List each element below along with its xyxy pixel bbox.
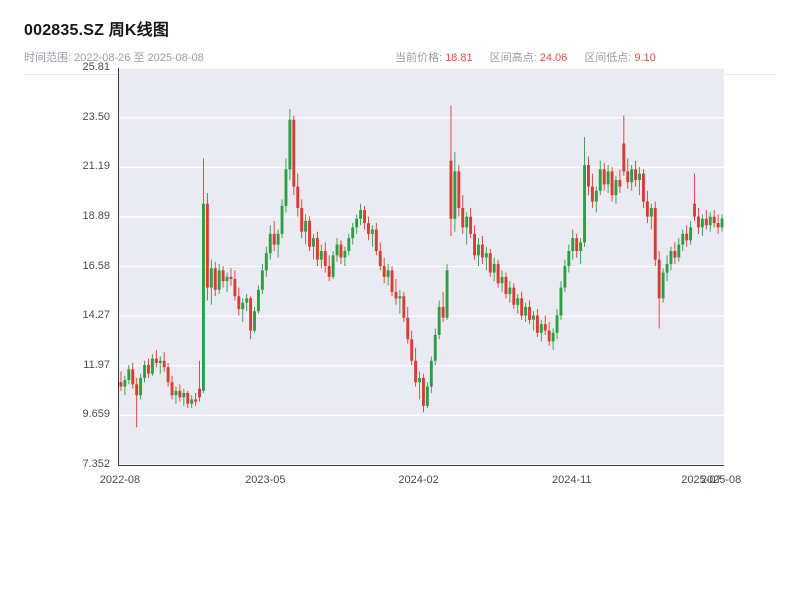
- date-range-value: 2022-08-26 至 2025-08-08: [74, 52, 204, 64]
- y-axis-label: 11.97: [83, 358, 110, 371]
- range-high-label: 区间高点:: [489, 52, 537, 64]
- range-low-value: 9.10: [634, 52, 656, 64]
- y-axis-label: 16.58: [82, 259, 110, 272]
- y-axis-label: 14.27: [82, 309, 110, 322]
- current-price-label: 当前价格:: [395, 52, 443, 64]
- date-range: 时间范围: 2022-08-26 至 2025-08-08: [24, 52, 204, 64]
- y-axis-label: 23.50: [82, 110, 110, 123]
- range-high-value: 24.06: [539, 52, 568, 64]
- x-axis-label: 2025-08: [700, 474, 742, 486]
- kline-plot-svg: [119, 68, 724, 465]
- x-axis-label: 2024-11: [551, 474, 592, 486]
- price-stats: 当前价格: 18.81 区间高点: 24.06 区间低点: 9.10: [395, 49, 670, 65]
- y-axis-label: 7.352: [82, 458, 110, 470]
- page-title: 002835.SZ 周K线图: [24, 22, 170, 39]
- kline-chart: [118, 68, 724, 466]
- header: 002835.SZ 周K线图 时间范围: 2022-08-26 至 2025-0…: [0, 0, 800, 75]
- y-axis-label: 9.659: [82, 408, 110, 421]
- subheader-row: 时间范围: 2022-08-26 至 2025-08-08 当前价格: 18.81…: [24, 49, 776, 75]
- x-axis-label: 2025-07: [681, 474, 722, 486]
- y-axis-label: 18.89: [82, 209, 110, 222]
- date-range-label: 时间范围:: [24, 52, 72, 64]
- x-axis-label: 2024-02: [398, 474, 439, 486]
- x-axis-label: 2022-08: [99, 474, 141, 486]
- y-axis-label: 25.81: [82, 61, 110, 73]
- chart-area: 25.81 23.50 21.19 18.89 16.58 14.27 11.97 9.659…: [0, 54, 800, 554]
- x-axis-label: 2023-05: [245, 474, 286, 486]
- y-axis-label: 21.19: [82, 160, 110, 173]
- current-price-value: 18.81: [445, 52, 473, 64]
- range-low-label: 区间低点:: [584, 52, 632, 64]
